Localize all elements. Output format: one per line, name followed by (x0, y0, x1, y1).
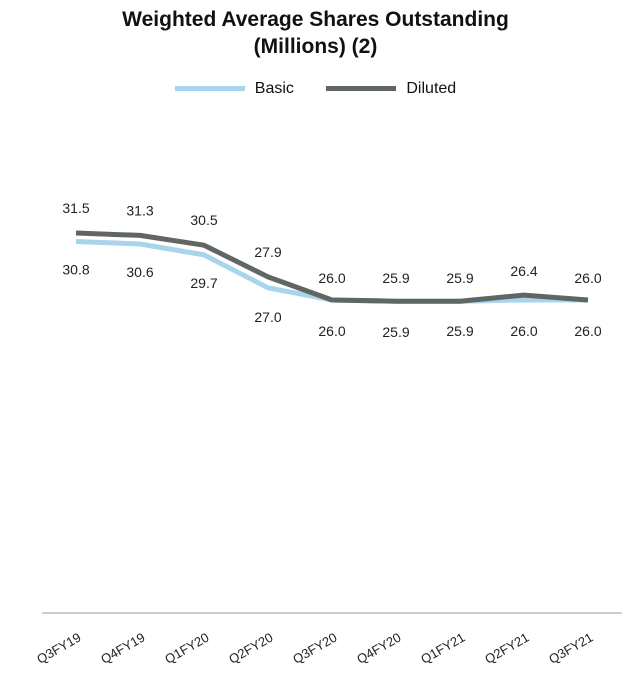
x-tick-label-q1fy20: Q1FY20 (162, 630, 211, 667)
data-label-diluted-q3fy20: 26.0 (318, 270, 345, 286)
x-tick-label-q3fy21: Q3FY21 (546, 630, 595, 667)
data-label-diluted-q1fy21: 25.9 (446, 270, 473, 286)
data-label-basic-q3fy19: 30.8 (62, 262, 89, 278)
data-label-basic-q4fy19: 30.6 (126, 264, 153, 280)
data-label-basic-q1fy21: 25.9 (446, 323, 473, 339)
data-label-basic-q3fy20: 26.0 (318, 323, 345, 339)
x-tick-label-q3fy20: Q3FY20 (290, 630, 339, 667)
data-label-diluted-q3fy19: 31.5 (62, 200, 89, 216)
legend-swatch-basic (174, 86, 245, 91)
x-tick-label-q3fy19: Q3FY19 (34, 630, 83, 667)
legend-label-basic: Basic (254, 79, 294, 97)
data-label-basic-q2fy20: 27.0 (254, 309, 281, 325)
legend-label-diluted: Diluted (406, 79, 457, 97)
x-tick-label-q4fy20: Q4FY20 (354, 630, 403, 667)
legend-item-basic: Basic (174, 79, 294, 98)
data-label-diluted-q2fy21: 26.4 (510, 263, 537, 279)
data-label-diluted-q1fy20: 30.5 (190, 212, 217, 228)
legend-swatch-diluted (326, 86, 397, 91)
data-label-basic-q3fy21: 26.0 (574, 323, 601, 339)
legend-item-diluted: Diluted (326, 80, 456, 98)
series-line-diluted (75, 230, 589, 304)
chart-title-line-2: (Millions) (2) (253, 35, 378, 58)
data-label-diluted-q3fy21: 26.0 (574, 270, 601, 286)
data-label-diluted-q4fy20: 25.9 (382, 270, 409, 286)
chart-title-line-1: Weighted Average Shares Outstanding (122, 8, 509, 31)
x-tick-label-q4fy19: Q4FY19 (98, 630, 147, 667)
data-label-diluted-q4fy19: 31.3 (126, 202, 153, 218)
chart-title: Weighted Average Shares Outstanding (Mil… (0, 6, 631, 60)
data-label-basic-q4fy20: 25.9 (382, 324, 409, 340)
legend: Basic Diluted (0, 78, 631, 98)
data-label-basic-q1fy20: 29.7 (190, 275, 217, 291)
data-label-diluted-q2fy20: 27.9 (254, 244, 281, 260)
x-tick-label-q1fy21: Q1FY21 (418, 630, 467, 667)
x-tick-label-q2fy20: Q2FY20 (226, 630, 275, 667)
data-label-basic-q2fy21: 26.0 (510, 323, 537, 339)
x-tick-label-q2fy21: Q2FY21 (482, 630, 531, 667)
